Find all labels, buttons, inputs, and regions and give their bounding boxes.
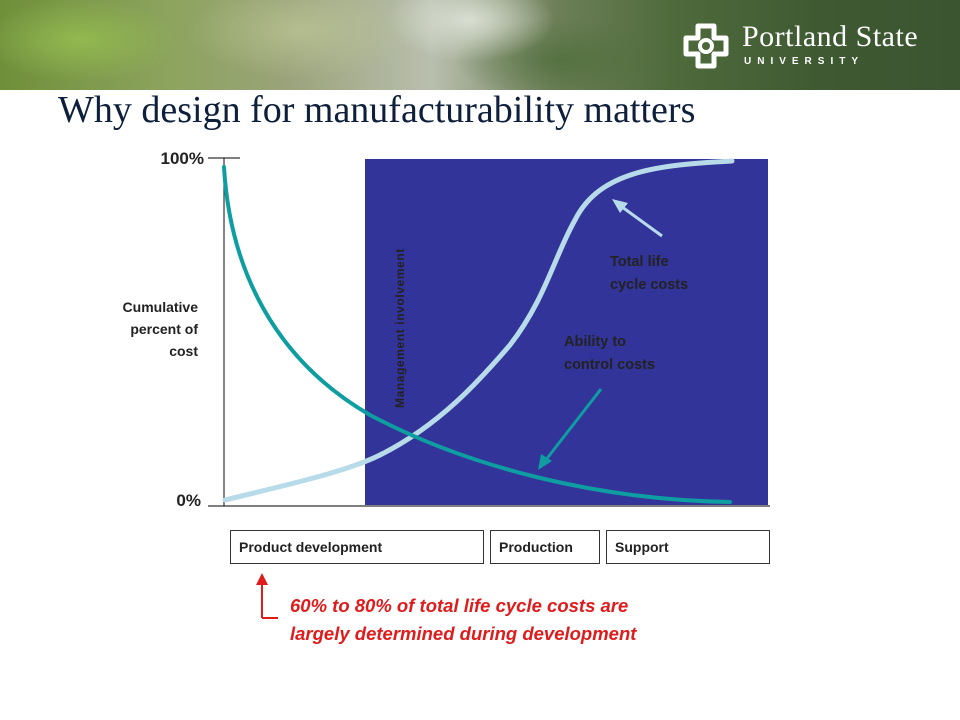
logo-name: Portland State xyxy=(742,20,919,53)
total-life-cycle-cost-curve xyxy=(222,158,735,503)
note-line-1: 60% to 80% of total life cycle costs are xyxy=(290,595,629,616)
phase-production: Production xyxy=(490,530,600,564)
total-life-cycle-arrowhead xyxy=(612,199,628,213)
total-life-cycle-label-line-1: Total life xyxy=(610,254,669,270)
total-life-cycle-pointer xyxy=(617,202,663,238)
control-costs-label-line-1: Ability to xyxy=(564,334,626,350)
control-costs-arrowhead xyxy=(538,454,552,470)
header-banner xyxy=(0,0,960,90)
y-axis-label-line-3: cost xyxy=(169,343,198,359)
total-life-cycle-label-line-2: cycle costs xyxy=(610,277,688,293)
phase-support: Support xyxy=(606,530,770,564)
y-top-label: 100% xyxy=(161,149,204,168)
y-axis-label-line-2: percent of xyxy=(130,321,198,337)
development-cost-note: 60% to 80% of total life cycle costs are… xyxy=(290,592,636,648)
phase-product-development: Product development xyxy=(230,530,484,564)
y-axis-label-line-1: Cumulative xyxy=(123,299,199,315)
ability-to-control-costs-curve xyxy=(222,165,732,504)
management-involvement-label: Management involvement xyxy=(393,248,407,408)
slide-title: Why design for manufacturability matters xyxy=(58,89,696,131)
control-costs-pointer xyxy=(543,388,603,462)
note-line-2: largely determined during development xyxy=(290,623,637,644)
logo-subtitle: UNIVERSITY xyxy=(744,56,865,67)
note-arrow-up-icon xyxy=(256,573,268,585)
control-costs-label-line-2: control costs xyxy=(564,357,655,373)
university-logo: Portland State UNIVERSITY xyxy=(680,16,950,76)
y-bottom-label: 0% xyxy=(176,491,201,510)
management-involvement-region xyxy=(365,159,768,505)
university-seal-icon xyxy=(683,23,729,69)
